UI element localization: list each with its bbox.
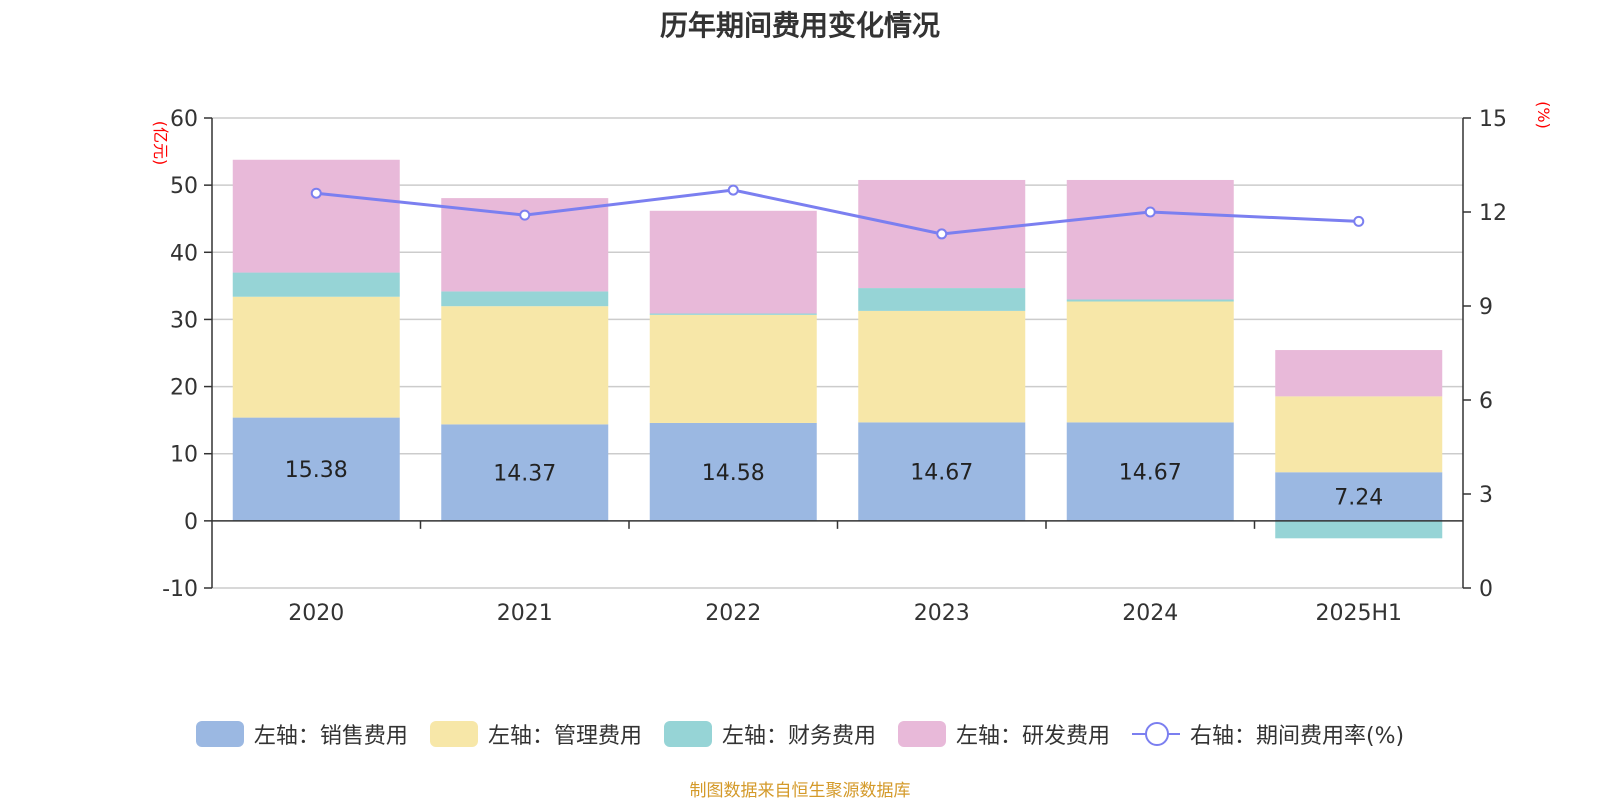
x-axis-tick-label: 2025H1 bbox=[1315, 601, 1402, 626]
bar-segment bbox=[1275, 350, 1443, 397]
legend-label-sales: 左轴：销售费用 bbox=[253, 724, 408, 749]
legend-item-rate[interactable]: 右轴：期间费用率(%) bbox=[1131, 718, 1405, 750]
left-axis-tick-label: 20 bbox=[170, 376, 198, 401]
left-axis-tick-label: 30 bbox=[170, 308, 198, 333]
x-axis-tick-label: 2020 bbox=[288, 601, 344, 626]
legend-swatch-finance bbox=[663, 721, 712, 747]
left-axis-tick-label: 50 bbox=[170, 174, 198, 199]
bar-segment bbox=[1066, 422, 1234, 521]
bar-segment bbox=[1066, 301, 1234, 423]
rate-line-point bbox=[1353, 215, 1365, 227]
grid-lines bbox=[212, 117, 1463, 589]
legend-label-rate: 右轴：期间费用率(%) bbox=[1189, 724, 1405, 749]
left-axis-tick-label: 40 bbox=[170, 241, 198, 266]
legend-line-marker-icon bbox=[1131, 721, 1180, 747]
bar-data-label: 15.38 bbox=[285, 458, 348, 483]
bar-segment bbox=[232, 272, 400, 297]
left-axis-tick-label: 60 bbox=[170, 107, 198, 132]
left-axis-tick-label: 10 bbox=[170, 443, 198, 468]
rate-line-point bbox=[727, 184, 739, 196]
bar-segment bbox=[232, 296, 400, 418]
rate-line bbox=[310, 184, 1365, 240]
bar-segment bbox=[1275, 520, 1443, 539]
left-axis-unit: (亿元) bbox=[151, 121, 170, 166]
x-axis-tick-label: 2022 bbox=[705, 601, 761, 626]
right-axis-tick-label: 9 bbox=[1479, 295, 1493, 320]
legend-swatch-rnd bbox=[897, 721, 946, 747]
legend-label-rnd: 左轴：研发费用 bbox=[955, 724, 1110, 749]
bar-segment bbox=[232, 417, 400, 521]
legend-label-finance: 左轴：财务费用 bbox=[721, 724, 876, 749]
bar-segment bbox=[441, 424, 609, 521]
right-axis-unit: (%) bbox=[1534, 101, 1553, 129]
source-note: 制图数据来自恒生聚源数据库 bbox=[689, 781, 911, 801]
bar-data-label: 7.24 bbox=[1334, 486, 1383, 511]
bar-data-label: 14.37 bbox=[493, 462, 556, 487]
bar-segment bbox=[441, 306, 609, 425]
legend-item-admin[interactable]: 左轴：管理费用 bbox=[429, 718, 642, 750]
bar-data-label: 14.58 bbox=[702, 461, 765, 486]
data-labels: 15.38 14.37 14.58 14.67 14.67 7.24 bbox=[285, 458, 1383, 510]
legend: 左轴：销售费用 左轴：管理费用 左轴：财务费用 左轴：研发费用 右轴：期间费用率… bbox=[0, 718, 1600, 750]
legend-item-rnd[interactable]: 左轴：研发费用 bbox=[897, 718, 1110, 750]
legend-item-finance[interactable]: 左轴：财务费用 bbox=[663, 718, 876, 750]
legend-item-sales[interactable]: 左轴：销售费用 bbox=[195, 718, 408, 750]
x-axis-tick-label: 2023 bbox=[914, 601, 970, 626]
left-axis-tick-label: -10 bbox=[162, 577, 198, 602]
bar-segment bbox=[858, 310, 1026, 423]
bar-segment bbox=[858, 422, 1026, 521]
bar-data-label: 14.67 bbox=[910, 461, 973, 486]
rate-line-point bbox=[310, 187, 322, 199]
left-axis-tick-label: 0 bbox=[184, 510, 198, 535]
bar-segment bbox=[649, 210, 817, 314]
rate-line-path bbox=[316, 188, 1359, 236]
legend-label-admin: 左轴：管理费用 bbox=[487, 724, 642, 749]
right-axis-tick-label: 6 bbox=[1479, 389, 1493, 414]
bar-segment bbox=[649, 313, 817, 315]
legend-swatch-admin bbox=[429, 721, 478, 747]
bar-series bbox=[232, 159, 1443, 539]
right-axis-tick-label: 15 bbox=[1479, 107, 1507, 132]
right-axis-tick-label: 3 bbox=[1479, 483, 1493, 508]
bar-segment bbox=[1275, 472, 1443, 521]
legend-swatch-sales bbox=[195, 721, 244, 747]
bar-segment bbox=[1066, 179, 1234, 300]
rate-line-point bbox=[1144, 206, 1156, 218]
rate-line-point bbox=[519, 209, 531, 221]
chart-title: 历年期间费用变化情况 bbox=[659, 9, 940, 42]
x-axis-tick-label: 2024 bbox=[1122, 601, 1178, 626]
bar-segment bbox=[858, 288, 1026, 311]
bar-segment bbox=[1275, 396, 1443, 473]
bar-segment bbox=[1066, 299, 1234, 302]
bar-segment bbox=[441, 291, 609, 307]
bar-segment bbox=[232, 159, 400, 273]
right-axis-tick-label: 12 bbox=[1479, 201, 1507, 226]
rate-line-point bbox=[936, 228, 948, 240]
bar-segment bbox=[649, 314, 817, 423]
right-axis-tick-label: 0 bbox=[1479, 577, 1493, 602]
bar-data-label: 14.67 bbox=[1119, 461, 1182, 486]
x-axis-tick-label: 2021 bbox=[497, 601, 553, 626]
bar-segment bbox=[649, 422, 817, 521]
